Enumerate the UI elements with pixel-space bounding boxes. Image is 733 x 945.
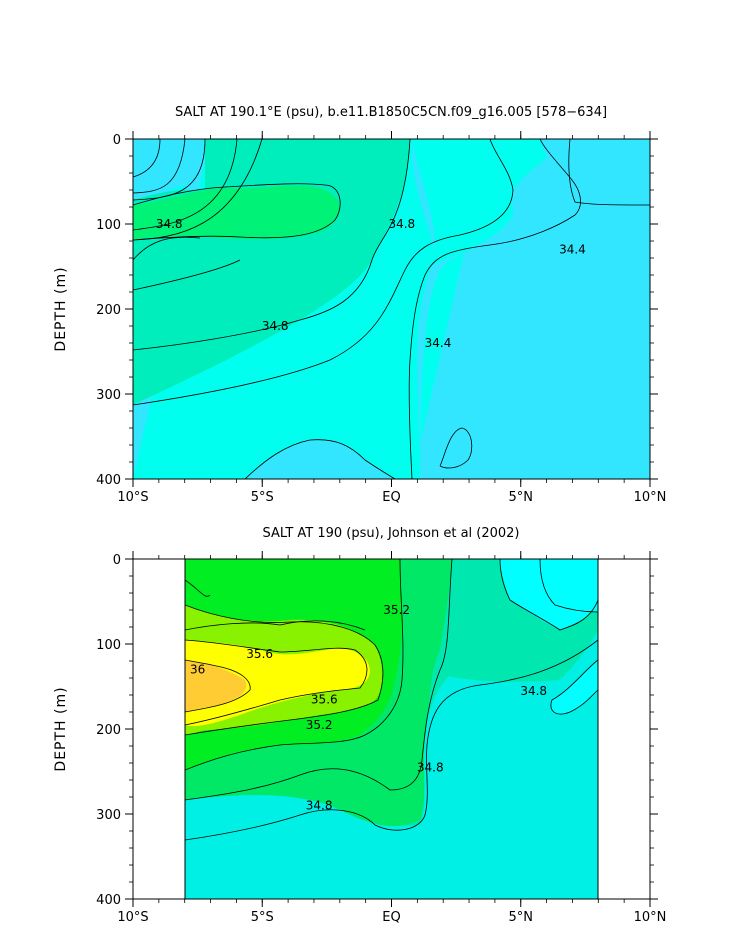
y-tick-label: 300 <box>96 388 121 403</box>
model-salinity-panel: SALT AT 190.1°E (psu), b.e11.B1850C5CN.f… <box>53 105 666 505</box>
panel2-title: SALT AT 190 (psu), Johnson et al (2002) <box>262 526 519 541</box>
obs-contour-10 <box>550 659 598 715</box>
contour-label: 34.8 <box>262 319 289 333</box>
contour-line-2 <box>133 139 186 194</box>
panel2-ylabel: DEPTH (m) <box>53 686 69 771</box>
panel2-contour-fill <box>185 559 598 899</box>
contour-line-9 <box>133 139 514 406</box>
contour-line-10 <box>408 139 581 479</box>
panel1-contour-fill <box>133 139 650 479</box>
y-tick-label: 100 <box>96 218 121 233</box>
contour-label: 36 <box>190 663 205 677</box>
panel1-contour-labels: 34.8 34.8 34.8 34.4 34.4 <box>156 217 586 350</box>
x-tick-label: 10°S <box>117 910 148 925</box>
x-tick-label: 10°S <box>117 490 148 505</box>
contour-label: 34.4 <box>559 243 586 257</box>
contour-line-13 <box>439 427 473 469</box>
obs-contour-2 <box>185 559 453 801</box>
y-tick-label: 0 <box>113 553 121 568</box>
obs-contour-1 <box>185 639 598 841</box>
x-tick-label: 10°N <box>634 910 667 925</box>
x-tick-label: 5°S <box>251 910 274 925</box>
y-tick-label: 0 <box>113 133 121 148</box>
y-tick-label: 200 <box>96 723 121 738</box>
contour-line-8 <box>133 139 411 351</box>
x-tick-label: 10°N <box>634 490 667 505</box>
y-tick-label: 200 <box>96 303 121 318</box>
obs-contour-7 <box>185 579 366 631</box>
contour-label: 35.6 <box>246 647 273 661</box>
contour-label: 34.8 <box>388 217 415 231</box>
contour-label: 34.8 <box>520 684 547 698</box>
y-tick-label: 300 <box>96 808 121 823</box>
light-blue-east <box>440 250 650 479</box>
contour-label: 34.4 <box>425 336 452 350</box>
contour-label: 34.8 <box>417 760 444 774</box>
obs-contour-6 <box>185 659 251 713</box>
light-blue-sw <box>133 139 185 193</box>
contour-line-11 <box>568 139 650 206</box>
contour-label: 34.8 <box>306 799 333 813</box>
observed-salinity-panel: SALT AT 190 (psu), Johnson et al (2002) … <box>53 526 666 925</box>
panel2-contour-labels: 35.2 35.6 36 35.6 35.2 34.8 34.8 34.8 <box>190 603 547 813</box>
obs-contour-4 <box>185 604 384 736</box>
panel1-ylabel: DEPTH (m) <box>53 266 69 351</box>
y-tick-label: 400 <box>96 893 121 908</box>
panel1-title: SALT AT 190.1°E (psu), b.e11.B1850C5CN.f… <box>175 105 607 120</box>
contour-line-4 <box>133 139 238 231</box>
obs-contour-5 <box>185 639 368 726</box>
contour-label: 35.6 <box>311 692 338 706</box>
y-tick-label: 400 <box>96 473 121 488</box>
band-35-6-region <box>185 640 370 727</box>
contour-line-1 <box>133 139 161 178</box>
contour-label: 34.8 <box>156 217 183 231</box>
x-tick-label: 5°N <box>509 490 534 505</box>
obs-contour-3 <box>185 559 404 771</box>
contour-line-3 <box>133 139 206 201</box>
band-36-0-core <box>185 660 247 712</box>
x-tick-label: 5°S <box>251 490 274 505</box>
y-tick-label: 100 <box>96 638 121 653</box>
band-34-6-tongue <box>550 660 598 715</box>
x-tick-label: EQ <box>382 910 400 925</box>
contour-line-6 <box>133 236 241 291</box>
x-tick-label: EQ <box>382 490 400 505</box>
band-34-4-east <box>410 139 514 479</box>
obs-contour-9 <box>539 559 598 613</box>
band-34-6-east-fill2 <box>540 559 598 612</box>
band-35-0-core <box>133 185 340 240</box>
contour-line-12 <box>244 439 396 479</box>
contour-line-7 <box>133 183 341 241</box>
lower-blue-south <box>245 439 395 479</box>
contour-label: 35.2 <box>383 603 410 617</box>
contour-label: 35.2 <box>306 718 333 732</box>
panel1-axes: 10°S 5°S EQ 5°N 10°N 0 100 200 300 400 <box>96 131 666 505</box>
panel2-axes: 10°S 5°S EQ 5°N 10°N 0 100 200 300 400 <box>96 551 666 925</box>
x-tick-label: 5°N <box>509 910 534 925</box>
obs-contour-8 <box>499 559 598 631</box>
